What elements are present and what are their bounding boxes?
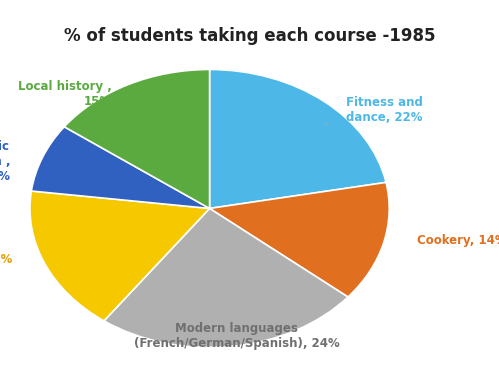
Text: Local history ,
15%: Local history , 15% bbox=[18, 80, 112, 108]
Wedge shape bbox=[31, 127, 210, 208]
Text: Cookery, 14%: Cookery, 14% bbox=[417, 234, 499, 247]
Wedge shape bbox=[30, 191, 210, 321]
Text: Art, 17%: Art, 17% bbox=[0, 253, 12, 266]
Wedge shape bbox=[210, 183, 389, 297]
Text: Modern languages
(French/German/Spanish), 24%: Modern languages (French/German/Spanish)… bbox=[134, 322, 339, 350]
Text: Music
Appreciation ,
8%: Music Appreciation , 8% bbox=[0, 140, 10, 183]
Wedge shape bbox=[104, 208, 348, 347]
Text: % of students taking each course -1985: % of students taking each course -1985 bbox=[64, 27, 435, 45]
Wedge shape bbox=[64, 69, 210, 208]
Wedge shape bbox=[210, 69, 386, 208]
Text: Fitness and
dance, 22%: Fitness and dance, 22% bbox=[346, 95, 423, 124]
